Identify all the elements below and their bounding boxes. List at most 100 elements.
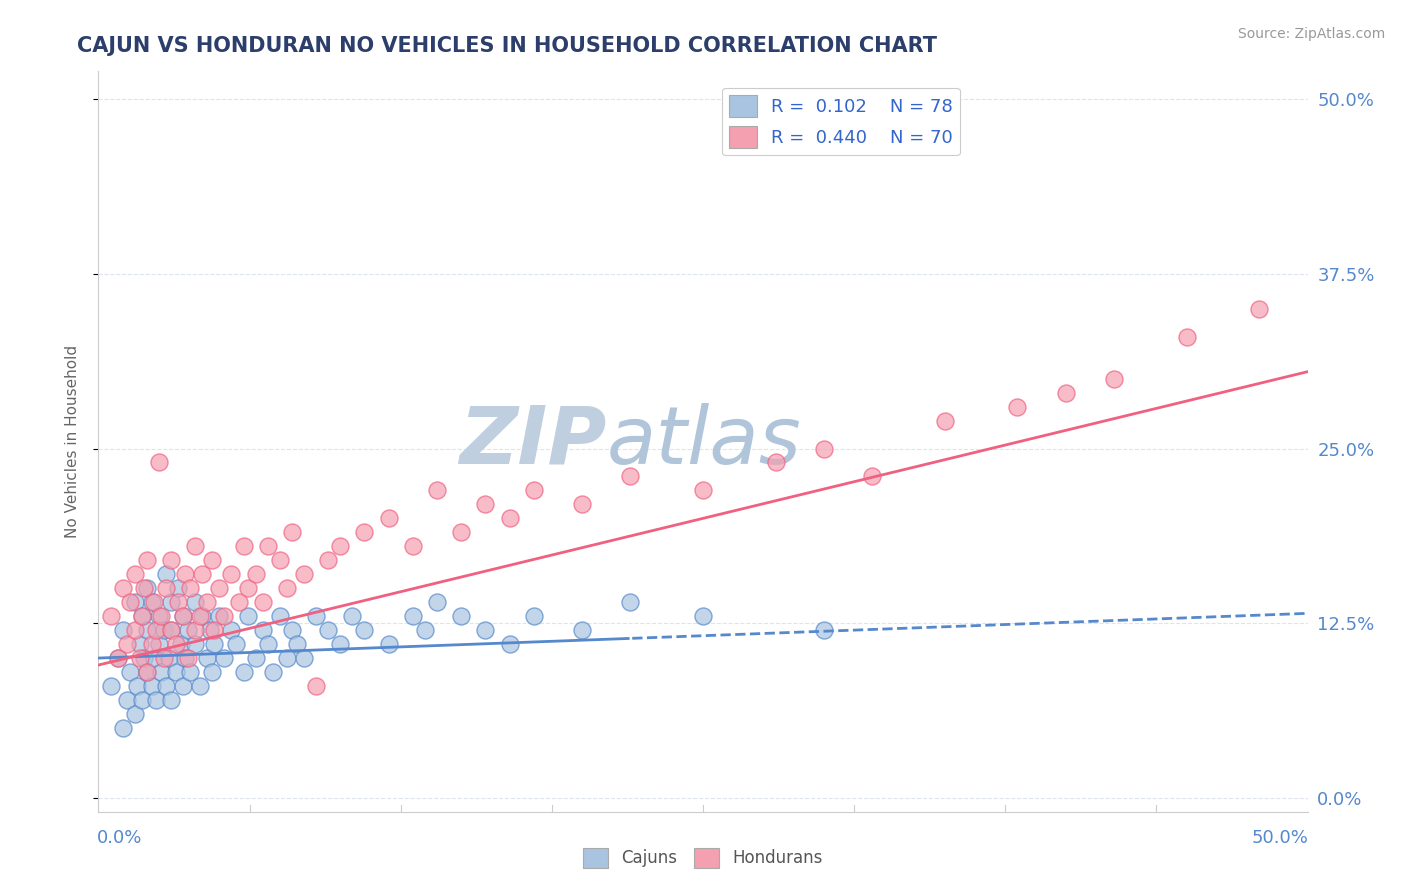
Point <box>269 553 291 567</box>
Point <box>117 693 139 707</box>
Point <box>143 651 166 665</box>
Point <box>523 609 546 624</box>
Point <box>111 581 134 595</box>
Text: 0.0%: 0.0% <box>97 829 142 847</box>
Point <box>148 455 170 469</box>
Point <box>232 539 254 553</box>
Point <box>245 651 267 665</box>
Point <box>198 623 221 637</box>
Point <box>353 525 375 540</box>
Point <box>228 595 250 609</box>
Point <box>571 623 593 637</box>
Point <box>155 567 177 582</box>
Point <box>292 567 315 582</box>
Point <box>221 623 243 637</box>
Point <box>172 609 194 624</box>
Point <box>225 637 247 651</box>
Point <box>167 595 190 609</box>
Point <box>281 623 304 637</box>
Point <box>342 609 364 624</box>
Point <box>160 693 183 707</box>
Point <box>188 679 211 693</box>
Point <box>329 637 352 651</box>
Point <box>292 651 315 665</box>
Point <box>179 665 201 679</box>
Point <box>377 511 399 525</box>
Point <box>262 665 284 679</box>
Point <box>124 567 146 582</box>
Text: CAJUN VS HONDURAN NO VEHICLES IN HOUSEHOLD CORRELATION CHART: CAJUN VS HONDURAN NO VEHICLES IN HOUSEHO… <box>77 36 938 55</box>
Point <box>172 609 194 624</box>
Point <box>523 483 546 498</box>
Point <box>152 623 174 637</box>
Point <box>498 637 520 651</box>
Point <box>172 679 194 693</box>
Point <box>252 595 274 609</box>
Point <box>208 609 231 624</box>
Text: Source: ZipAtlas.com: Source: ZipAtlas.com <box>1237 27 1385 41</box>
Point <box>124 706 146 721</box>
Point <box>201 553 224 567</box>
Point <box>135 665 157 679</box>
Point <box>135 665 157 679</box>
Point <box>692 609 714 624</box>
Point <box>155 581 177 595</box>
Point <box>155 679 177 693</box>
Point <box>221 567 243 582</box>
Point <box>118 595 141 609</box>
Point <box>157 651 180 665</box>
Point <box>160 623 183 637</box>
Point <box>184 539 207 553</box>
Point <box>150 609 173 624</box>
Point <box>127 679 149 693</box>
Point <box>256 637 278 651</box>
Point <box>169 637 191 651</box>
Point <box>174 651 197 665</box>
Point <box>813 623 835 637</box>
Point <box>474 623 496 637</box>
Point <box>426 595 449 609</box>
Point <box>131 693 153 707</box>
Point <box>150 665 173 679</box>
Point <box>450 525 472 540</box>
Point <box>152 651 174 665</box>
Point <box>165 637 187 651</box>
Point <box>498 511 520 525</box>
Point <box>571 497 593 511</box>
Legend: R =  0.102    N = 78, R =  0.440    N = 70: R = 0.102 N = 78, R = 0.440 N = 70 <box>723 87 960 155</box>
Point <box>141 637 163 651</box>
Legend: Cajuns, Hondurans: Cajuns, Hondurans <box>576 841 830 875</box>
Point <box>765 455 787 469</box>
Point <box>813 442 835 456</box>
Point <box>269 609 291 624</box>
Point <box>252 623 274 637</box>
Point <box>177 651 200 665</box>
Point <box>131 609 153 624</box>
Point <box>285 637 308 651</box>
Point <box>426 483 449 498</box>
Point <box>1054 385 1077 400</box>
Point <box>329 539 352 553</box>
Point <box>188 609 211 624</box>
Point <box>128 651 150 665</box>
Point <box>316 553 339 567</box>
Point <box>134 651 156 665</box>
Point <box>1007 400 1029 414</box>
Point <box>160 595 183 609</box>
Point <box>191 609 214 624</box>
Point <box>135 581 157 595</box>
Point <box>160 553 183 567</box>
Point <box>619 595 641 609</box>
Point <box>281 525 304 540</box>
Point <box>1175 330 1198 344</box>
Text: 50.0%: 50.0% <box>1251 829 1309 847</box>
Point <box>128 637 150 651</box>
Point <box>204 623 226 637</box>
Point <box>184 623 207 637</box>
Point <box>316 623 339 637</box>
Point <box>160 623 183 637</box>
Point <box>135 623 157 637</box>
Point <box>238 581 260 595</box>
Text: ZIP: ZIP <box>458 402 606 481</box>
Point <box>111 721 134 735</box>
